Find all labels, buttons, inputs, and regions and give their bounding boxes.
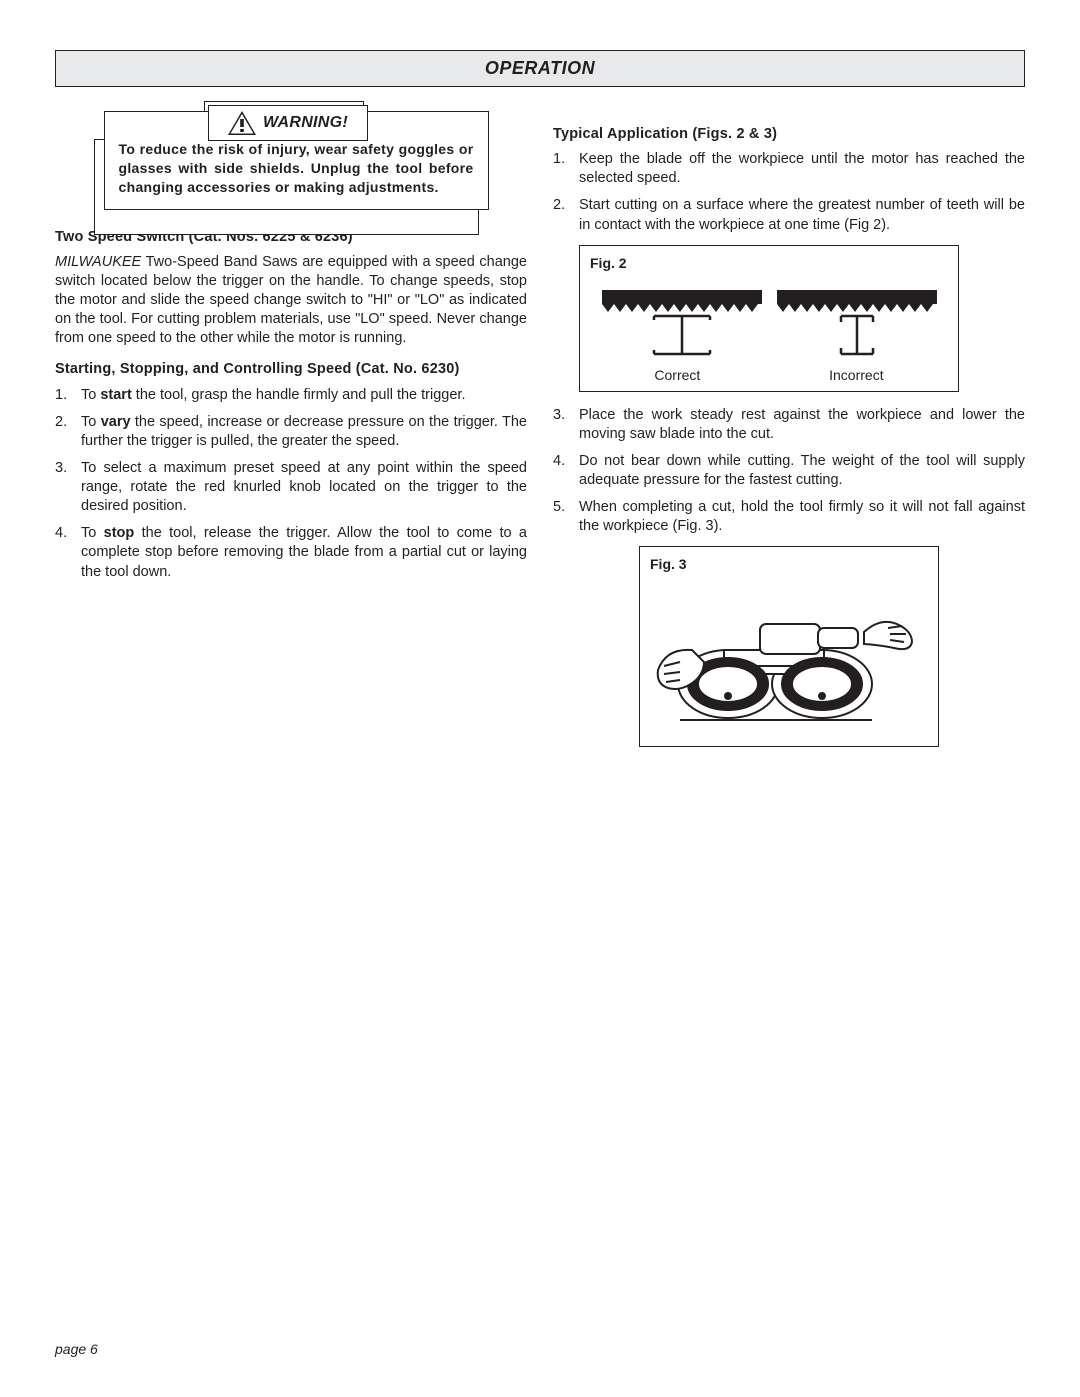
li-bold: vary bbox=[101, 414, 131, 430]
warning-label: WARNING! bbox=[208, 105, 368, 141]
list-item: To stop the tool, release the trigger. A… bbox=[55, 524, 527, 581]
heading-start-stop: Starting, Stopping, and Controlling Spee… bbox=[55, 360, 527, 379]
fig2-correct-label: Correct bbox=[654, 366, 700, 384]
fig3-caption: Fig. 3 bbox=[650, 555, 928, 573]
li-text: To bbox=[81, 414, 101, 430]
li-text: the tool, release the trigger. Allow the… bbox=[81, 525, 527, 579]
typical-app-list-a: Keep the blade off the workpiece until t… bbox=[553, 150, 1025, 235]
two-column-layout: WARNING! To reduce the risk of injury, w… bbox=[55, 101, 1025, 747]
list-item: Keep the blade off the workpiece until t… bbox=[553, 150, 1025, 188]
right-column: Typical Application (Figs. 2 & 3) Keep t… bbox=[553, 101, 1025, 747]
fig2-correct-icon bbox=[602, 282, 762, 362]
list-item: Start cutting on a surface where the gre… bbox=[553, 196, 1025, 234]
warning-callout: WARNING! To reduce the risk of injury, w… bbox=[94, 101, 489, 210]
fig2-caption: Fig. 2 bbox=[590, 254, 948, 272]
section-header: OPERATION bbox=[55, 50, 1025, 87]
page-number: page 6 bbox=[55, 1341, 98, 1357]
heading-typical-app: Typical Application (Figs. 2 & 3) bbox=[553, 125, 1025, 144]
para-two-speed: MILWAUKEE Two-Speed Band Saws are equipp… bbox=[55, 253, 527, 349]
li-text: To bbox=[81, 525, 104, 541]
figure-3: Fig. 3 bbox=[639, 546, 939, 747]
figure-2: Fig. 2 bbox=[579, 245, 959, 392]
fig2-incorrect-label: Incorrect bbox=[829, 366, 883, 384]
fig2-labels: Correct Incorrect bbox=[590, 362, 948, 384]
left-column: WARNING! To reduce the risk of injury, w… bbox=[55, 101, 527, 747]
li-text: the tool, grasp the handle firmly and pu… bbox=[132, 387, 466, 403]
li-text: the speed, increase or decrease pressure… bbox=[81, 414, 527, 449]
fig2-graphics bbox=[590, 278, 948, 362]
fig2-incorrect-icon bbox=[777, 282, 937, 362]
list-item: When completing a cut, hold the tool fir… bbox=[553, 498, 1025, 536]
li-bold: start bbox=[100, 387, 131, 403]
warning-label-text: WARNING! bbox=[263, 112, 348, 133]
warning-icon bbox=[227, 110, 257, 136]
list-item: Place the work steady rest against the w… bbox=[553, 406, 1025, 444]
start-stop-list: To start the tool, grasp the handle firm… bbox=[55, 386, 527, 582]
li-text: To bbox=[81, 387, 100, 403]
list-item: To vary the speed, increase or decrease … bbox=[55, 413, 527, 451]
fig3-bandsaw-icon bbox=[650, 580, 920, 730]
brand-name: MILWAUKEE bbox=[55, 254, 141, 270]
list-item: Do not bear down while cutting. The weig… bbox=[553, 452, 1025, 490]
li-bold: stop bbox=[104, 525, 135, 541]
list-item: To start the tool, grasp the handle firm… bbox=[55, 386, 527, 405]
typical-app-list-b: Place the work steady rest against the w… bbox=[553, 406, 1025, 537]
list-item: To select a maximum preset speed at any … bbox=[55, 459, 527, 516]
